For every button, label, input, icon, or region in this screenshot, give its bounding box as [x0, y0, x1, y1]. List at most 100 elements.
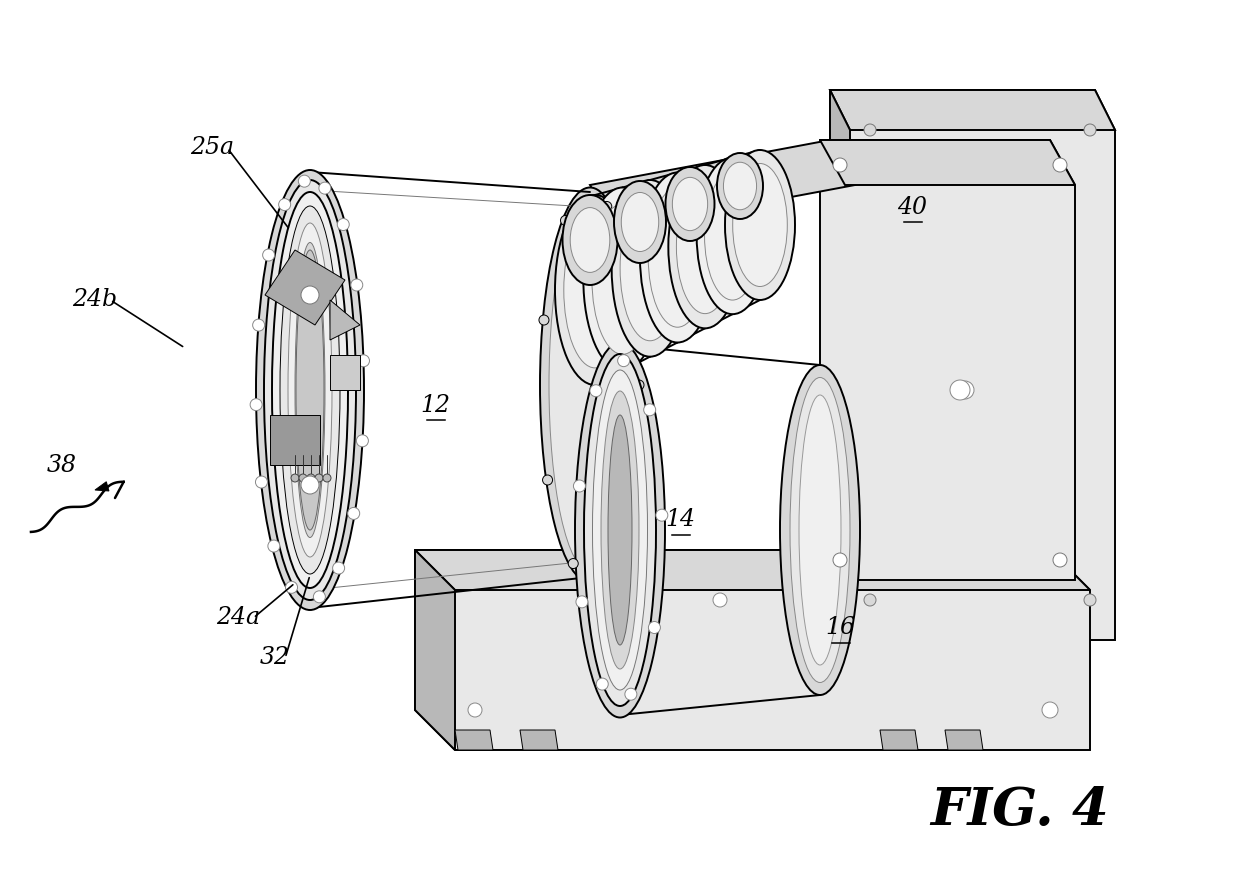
Circle shape — [833, 158, 847, 172]
Circle shape — [315, 474, 322, 482]
Ellipse shape — [620, 196, 680, 340]
Ellipse shape — [666, 167, 714, 241]
Circle shape — [263, 249, 274, 261]
Circle shape — [656, 509, 668, 522]
Polygon shape — [820, 140, 1075, 580]
Circle shape — [308, 474, 315, 482]
Text: 12: 12 — [420, 394, 450, 416]
Polygon shape — [330, 355, 360, 390]
Ellipse shape — [570, 207, 610, 272]
Circle shape — [299, 474, 308, 482]
Circle shape — [833, 553, 847, 567]
Ellipse shape — [780, 365, 861, 695]
Text: 40: 40 — [897, 195, 928, 219]
Text: 14: 14 — [665, 508, 694, 531]
Circle shape — [351, 279, 363, 291]
Polygon shape — [820, 140, 1075, 185]
Circle shape — [356, 435, 368, 447]
Ellipse shape — [668, 165, 742, 328]
Ellipse shape — [733, 164, 787, 286]
Circle shape — [543, 475, 553, 485]
Polygon shape — [520, 730, 558, 750]
Polygon shape — [945, 730, 983, 750]
Circle shape — [279, 199, 290, 211]
Circle shape — [357, 354, 370, 367]
Ellipse shape — [591, 204, 653, 354]
Ellipse shape — [601, 391, 639, 669]
Polygon shape — [270, 415, 320, 465]
Circle shape — [250, 399, 262, 410]
Ellipse shape — [640, 172, 715, 342]
Ellipse shape — [583, 187, 662, 371]
Circle shape — [956, 381, 973, 399]
Ellipse shape — [608, 415, 632, 645]
Ellipse shape — [676, 179, 734, 313]
Polygon shape — [95, 482, 109, 491]
Polygon shape — [830, 90, 849, 640]
Circle shape — [347, 507, 360, 520]
Circle shape — [864, 594, 875, 606]
Ellipse shape — [280, 206, 340, 574]
Ellipse shape — [288, 223, 332, 557]
Polygon shape — [455, 730, 494, 750]
Circle shape — [601, 201, 611, 212]
Ellipse shape — [723, 162, 756, 210]
Circle shape — [622, 258, 632, 268]
Ellipse shape — [621, 192, 658, 251]
Circle shape — [299, 175, 310, 187]
Ellipse shape — [672, 178, 708, 231]
Ellipse shape — [614, 181, 666, 263]
Circle shape — [573, 480, 585, 492]
Text: 38: 38 — [47, 453, 77, 477]
Ellipse shape — [575, 342, 665, 718]
Polygon shape — [830, 90, 1115, 130]
Circle shape — [590, 385, 601, 396]
Polygon shape — [830, 90, 1115, 640]
Ellipse shape — [296, 250, 324, 530]
Circle shape — [253, 319, 264, 331]
Circle shape — [467, 703, 482, 717]
Circle shape — [625, 689, 637, 700]
Circle shape — [268, 540, 280, 552]
Circle shape — [596, 678, 609, 690]
Circle shape — [560, 215, 570, 226]
Ellipse shape — [790, 377, 849, 682]
Circle shape — [575, 596, 588, 608]
Circle shape — [634, 380, 644, 390]
Circle shape — [285, 581, 298, 593]
Circle shape — [864, 124, 875, 136]
Circle shape — [618, 354, 630, 367]
Text: 24b: 24b — [72, 289, 118, 312]
Circle shape — [644, 403, 656, 416]
Ellipse shape — [549, 199, 631, 571]
Polygon shape — [415, 550, 1090, 750]
Ellipse shape — [697, 158, 769, 314]
Circle shape — [301, 476, 319, 494]
Ellipse shape — [611, 180, 688, 357]
Polygon shape — [265, 250, 345, 325]
Circle shape — [1053, 553, 1066, 567]
Circle shape — [319, 182, 331, 194]
Polygon shape — [590, 140, 856, 230]
Circle shape — [713, 593, 727, 607]
Text: FIG. 4: FIG. 4 — [931, 785, 1110, 836]
Circle shape — [568, 558, 578, 569]
Ellipse shape — [295, 242, 325, 537]
Circle shape — [950, 380, 970, 400]
Text: 25a: 25a — [190, 136, 234, 159]
Ellipse shape — [799, 395, 841, 665]
Ellipse shape — [649, 188, 707, 327]
Polygon shape — [880, 730, 918, 750]
Ellipse shape — [556, 195, 635, 385]
Ellipse shape — [539, 187, 640, 583]
Ellipse shape — [563, 195, 618, 285]
Polygon shape — [415, 550, 455, 750]
Circle shape — [1084, 594, 1096, 606]
Circle shape — [1053, 158, 1066, 172]
Circle shape — [332, 562, 345, 574]
Ellipse shape — [584, 354, 656, 706]
Ellipse shape — [725, 150, 795, 300]
Ellipse shape — [255, 170, 365, 610]
Ellipse shape — [704, 172, 760, 300]
Polygon shape — [415, 550, 1090, 590]
